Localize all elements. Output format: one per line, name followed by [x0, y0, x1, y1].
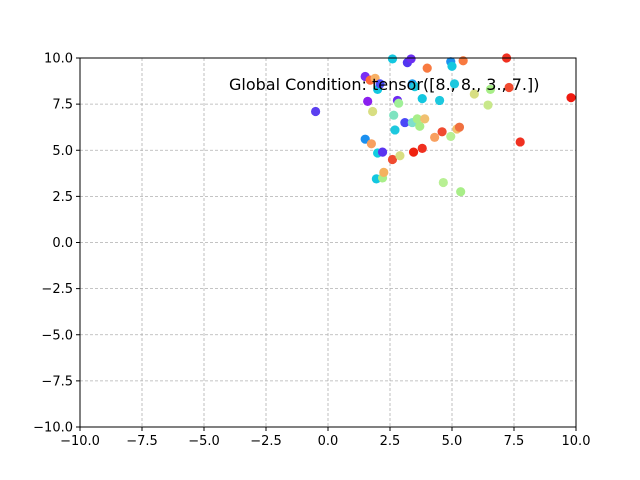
scatter-point — [417, 93, 427, 104]
scatter-point — [408, 147, 419, 157]
scatter-points — [311, 53, 576, 197]
scatter-point — [387, 54, 398, 64]
y-tick-label: 0.0 — [52, 236, 73, 251]
scatter-point — [430, 132, 440, 142]
scatter-point — [447, 61, 457, 71]
x-tick-label: 10.0 — [562, 434, 591, 449]
scatter-point — [368, 106, 378, 117]
scatter-point — [379, 167, 389, 177]
scatter-point — [435, 95, 445, 106]
scatter-point — [389, 110, 399, 120]
x-tick-label: −2.5 — [250, 434, 282, 449]
y-tick-label: 5.0 — [52, 144, 73, 159]
y-tick-label: 10.0 — [44, 52, 73, 67]
scatter-point — [406, 54, 416, 64]
x-tick-label: 5.0 — [442, 434, 463, 449]
x-tick-label: 0.0 — [318, 434, 339, 449]
scatter-point — [415, 121, 425, 131]
x-tick-label: −7.5 — [126, 434, 158, 449]
scatter-point — [504, 82, 514, 93]
scatter-point — [412, 114, 422, 124]
y-tick-label: 7.5 — [52, 98, 73, 113]
scatter-point — [311, 106, 321, 117]
scatter-point — [438, 177, 448, 188]
scatter-point — [422, 63, 432, 73]
x-tick-label: −5.0 — [188, 434, 220, 449]
scatter-point — [420, 114, 430, 124]
x-tick-label: 2.5 — [380, 434, 401, 449]
scatter-point — [394, 98, 404, 108]
scatter-point — [454, 122, 465, 132]
x-tick-label: 7.5 — [504, 434, 525, 449]
scatter-point — [483, 100, 493, 110]
y-tick-label: −10.0 — [33, 421, 73, 436]
scatter-point — [449, 79, 460, 89]
scatter-point — [566, 93, 576, 103]
scatter-point — [390, 125, 400, 135]
y-axis: −10.0 −7.5 −5.0 −2.5 0.0 2.5 5.0 7.5 10.0 — [33, 52, 80, 436]
scatter-point — [410, 81, 420, 92]
x-axis: −10.0 −7.5 −5.0 −2.5 0.0 2.5 5.0 7.5 10.0 — [60, 427, 590, 449]
scatter-point — [469, 89, 479, 99]
y-tick-label: −2.5 — [41, 282, 73, 297]
scatter-point — [363, 96, 373, 106]
scatter-point — [395, 151, 405, 161]
scatter-point — [437, 127, 447, 137]
scatter-point — [387, 154, 398, 165]
scatter-point — [515, 137, 525, 147]
scatter-point — [377, 147, 388, 157]
scatter-point — [417, 143, 427, 154]
global-condition-annotation: Global Condition: tensor([8., 8., 3., 7.… — [229, 75, 539, 94]
y-tick-label: −7.5 — [41, 374, 73, 389]
scatter-point — [485, 84, 496, 94]
y-tick-label: 2.5 — [52, 190, 73, 205]
scatter-point — [400, 117, 410, 128]
scatter-point — [375, 79, 385, 89]
scatter-point — [366, 139, 376, 149]
x-tick-label: −10.0 — [60, 434, 100, 449]
grid-lines — [79, 57, 577, 428]
y-tick-label: −5.0 — [41, 328, 73, 343]
scatter-point — [456, 187, 466, 197]
scatter-point — [446, 131, 456, 142]
